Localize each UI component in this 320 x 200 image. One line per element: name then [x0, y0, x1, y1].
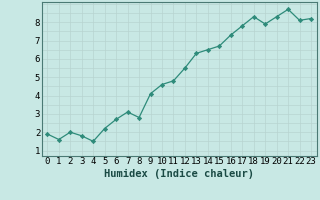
X-axis label: Humidex (Indice chaleur): Humidex (Indice chaleur)	[104, 169, 254, 179]
